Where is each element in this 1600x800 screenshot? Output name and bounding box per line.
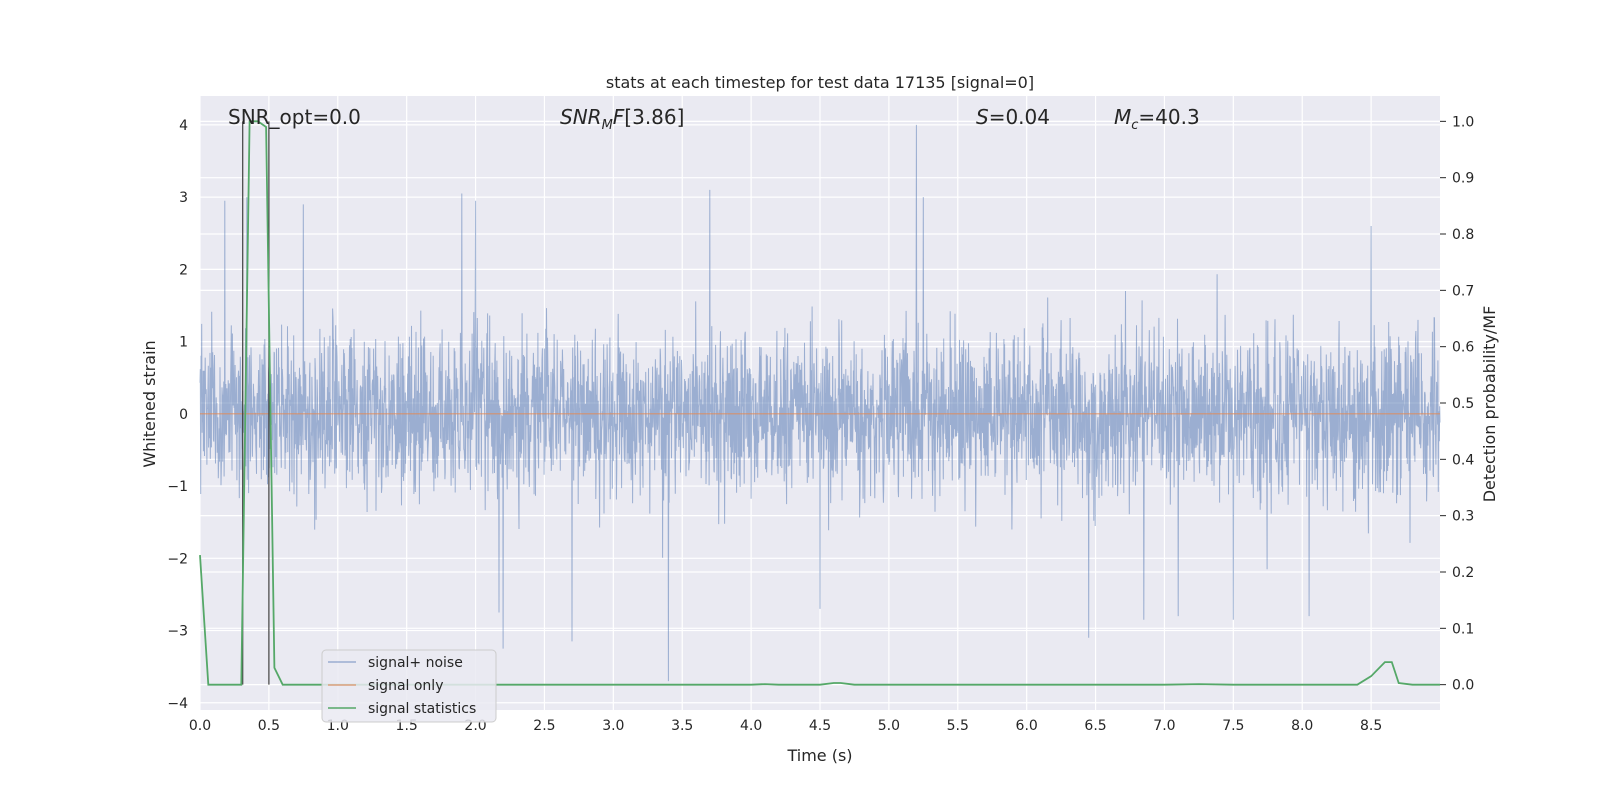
x-tick-label: 5.5: [947, 718, 969, 734]
x-axis-ticks: 0.0 0.5 1.0 1.5 2.0 2.5 3.0 3.5 4.0 4.5 5.0 5.5 6.0 6…: [189, 718, 1382, 734]
x-tick-label: 4.0: [740, 718, 762, 734]
x-tick-label: 6.5: [1084, 718, 1106, 734]
y-tick-label: −3: [167, 624, 188, 640]
x-tick-label: 4.5: [809, 718, 831, 734]
signal-plus-noise-line: [199, 124, 1441, 682]
x-tick-label: 8.0: [1291, 718, 1313, 734]
legend-box: [321, 649, 497, 723]
x-tick-label: 0.5: [258, 718, 280, 734]
right-tick-label: 0.3: [1452, 509, 1474, 525]
signal-statistics-line: [199, 120, 1440, 686]
right-tick-label: 0.9: [1452, 171, 1474, 187]
x-tick-label: 2.5: [533, 718, 555, 734]
right-tick-label: 0.5: [1452, 396, 1474, 412]
y-tick-label: 3: [179, 190, 188, 206]
right-tick-label: 0.2: [1452, 565, 1474, 581]
x-tick-label: 6.0: [1016, 718, 1038, 734]
y-tick-label: −1: [167, 479, 188, 495]
right-tick-label: 0.0: [1452, 678, 1474, 694]
right-tick-label: 0.6: [1452, 340, 1474, 356]
annotation-mc: Mc=40.3: [1114, 105, 1200, 133]
y-tick-label: 1: [179, 335, 188, 351]
right-tick-label: 0.1: [1452, 621, 1474, 637]
right-tick-label: 1.0: [1452, 114, 1474, 130]
annotation-snr-opt: SNR_opt=0.0: [228, 105, 361, 129]
signal-plus-noise-series: [199, 124, 1441, 682]
chart-title: stats at each timestep for test data 171…: [606, 73, 1034, 92]
x-tick-label: 7.0: [1153, 718, 1175, 734]
right-axis-label: Detection probability/MF: [1480, 306, 1499, 503]
y-tick-label: −4: [167, 696, 188, 712]
x-axis-label: Time (s): [786, 746, 852, 765]
annotation-snr-mf: SNRMF[3.86]: [560, 105, 684, 133]
x-tick-label: 5.0: [878, 718, 900, 734]
y-axis-label: Whitened strain: [140, 340, 159, 467]
annotation-mc-value: =40.3: [1138, 105, 1199, 129]
annotation-snr-mf-value: [3.86]: [624, 105, 684, 129]
x-tick-label: 3.0: [602, 718, 624, 734]
right-tick-label: 0.7: [1452, 283, 1474, 299]
y-tick-label: 0: [179, 407, 188, 423]
x-tick-label: 8.5: [1360, 718, 1382, 734]
y-tick-label: −2: [167, 551, 188, 567]
y-tick-label: 4: [179, 118, 188, 134]
signal-statistics-series: [199, 120, 1440, 686]
annotation-s-value: =0.04: [989, 105, 1050, 129]
right-tick-label: 0.8: [1452, 227, 1474, 243]
annotation-s: S=0.04: [976, 105, 1050, 129]
x-tick-label: 0.0: [189, 718, 211, 734]
y-axis-ticks: −4 −3 −2 −1 0 1 2 3 4: [167, 118, 188, 712]
y-tick-label: 2: [179, 262, 188, 278]
x-tick-label: 3.5: [671, 718, 693, 734]
legend-label-signal-plus-noise: signal+ noise: [368, 655, 463, 671]
legend: signal+ noise signal only signal statist…: [321, 649, 497, 723]
x-tick-label: 7.5: [1222, 718, 1244, 734]
right-axis-ticks: 0.0 0.1 0.2 0.3 0.4 0.5 0.6 0.7 0.8 0.9 1.0: [1440, 114, 1474, 694]
right-tick-label: 0.4: [1452, 452, 1474, 468]
legend-label-signal-statistics: signal statistics: [368, 701, 476, 717]
legend-label-signal-only: signal only: [368, 678, 443, 694]
